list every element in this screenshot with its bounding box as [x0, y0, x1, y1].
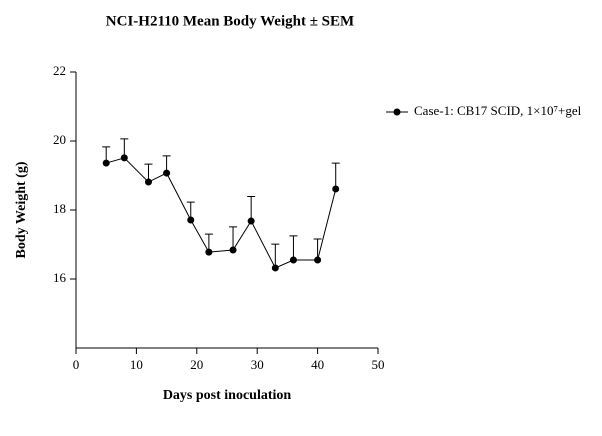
y-axis-label: Body Weight (g): [14, 161, 29, 258]
x-tick-label: 40: [311, 357, 324, 372]
point: [229, 246, 237, 254]
point: [332, 185, 340, 193]
point: [314, 256, 322, 264]
point: [102, 159, 110, 167]
error-bar: [271, 243, 280, 268]
point: [247, 217, 255, 225]
legend-marker: [393, 108, 401, 116]
y-tick-label: 22: [53, 63, 66, 78]
x-tick-label: 0: [73, 357, 80, 372]
error-bar: [289, 235, 298, 261]
point: [163, 169, 171, 177]
x-tick-label: 50: [372, 357, 385, 372]
y-tick-label: 16: [53, 270, 67, 285]
point: [289, 256, 297, 264]
point: [187, 216, 195, 224]
point: [271, 264, 279, 272]
x-tick-label: 10: [130, 357, 143, 372]
error-bar: [331, 162, 340, 189]
legend-label: Case-1: CB17 SCID, 1×10⁷+gel: [414, 103, 582, 118]
line: [106, 157, 337, 269]
x-axis-label: Days post inoculation: [163, 388, 292, 403]
point: [144, 178, 152, 186]
point: [205, 248, 213, 256]
chart-title: NCI-H2110 Mean Body Weight ± SEM: [106, 13, 354, 29]
x-tick-label: 30: [251, 357, 264, 372]
error-bar: [313, 238, 322, 261]
x-tick-label: 20: [190, 357, 203, 372]
error-bar: [247, 196, 256, 222]
y-tick-label: 18: [53, 201, 66, 216]
error-bar: [229, 226, 238, 251]
y-tick-label: 20: [53, 132, 66, 147]
point: [120, 154, 128, 162]
